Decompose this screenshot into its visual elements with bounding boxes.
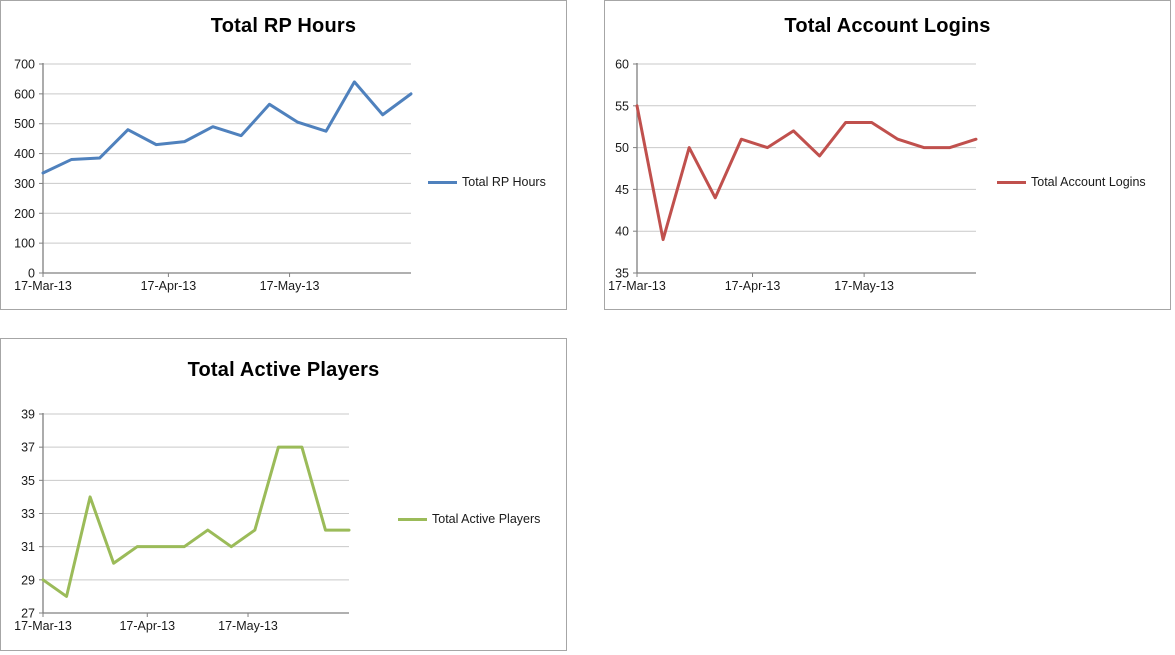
svg-text:50: 50 <box>615 141 629 155</box>
svg-text:39: 39 <box>21 408 35 422</box>
svg-text:55: 55 <box>615 99 629 113</box>
svg-text:700: 700 <box>14 58 35 72</box>
svg-text:500: 500 <box>14 117 35 131</box>
chart-title-total-account-logins: Total Account Logins <box>784 15 991 37</box>
legend-line-sample-icon <box>997 180 1026 184</box>
svg-text:27: 27 <box>21 607 35 621</box>
total-account-logins-line-chart-plot: 35 40 45 50 55 60 17-Mar-13 17-Apr-13 17-May-13 <box>608 58 978 293</box>
svg-text:17-Apr-13: 17-Apr-13 <box>119 619 175 633</box>
chart-title-total-rp-hours: Total RP Hours <box>210 15 357 37</box>
total-active-players-line-chart-plot: 27 29 31 33 35 37 39 17-Mar-13 17-Apr-13 17-May-1… <box>14 408 351 633</box>
svg-text:17-Mar-13: 17-Mar-13 <box>608 279 666 293</box>
total-active-players-chart-object[interactable]: Total Active Players 27 29 31 33 35 37 39 17-Ma… <box>0 338 567 651</box>
svg-text:600: 600 <box>14 87 35 101</box>
legend-line-sample-icon <box>428 180 457 184</box>
svg-text:400: 400 <box>14 147 35 161</box>
svg-text:300: 300 <box>14 177 35 191</box>
svg-text:35: 35 <box>615 267 629 281</box>
svg-text:33: 33 <box>21 507 35 521</box>
svg-text:0: 0 <box>28 267 35 281</box>
svg-text:40: 40 <box>615 225 629 239</box>
total-rp-hours-chart-object[interactable]: Total RP Hours 0 100 200 300 400 500 600 700 17-… <box>0 0 567 310</box>
svg-text:17-Apr-13: 17-Apr-13 <box>141 279 197 293</box>
svg-text:35: 35 <box>21 474 35 488</box>
legend-line-sample-icon <box>398 517 427 521</box>
legend-label: Total Active Players <box>432 512 541 526</box>
total-rp-hours-line-chart-plot: 0 100 200 300 400 500 600 700 17-Mar-13 17-Apr-13… <box>14 58 413 293</box>
chart-title-total-active-players: Total Active Players <box>187 359 380 381</box>
svg-text:17-Mar-13: 17-Mar-13 <box>14 279 72 293</box>
svg-text:45: 45 <box>615 183 629 197</box>
svg-text:17-Mar-13: 17-Mar-13 <box>14 619 72 633</box>
svg-text:17-May-13: 17-May-13 <box>218 619 278 633</box>
legend-total-rp-hours: Total RP Hours <box>428 175 546 189</box>
svg-text:29: 29 <box>21 573 35 587</box>
svg-text:200: 200 <box>14 207 35 221</box>
svg-text:31: 31 <box>21 540 35 554</box>
legend-label: Total Account Logins <box>1031 175 1146 189</box>
legend-total-active-players: Total Active Players <box>398 512 540 526</box>
svg-text:17-Apr-13: 17-Apr-13 <box>725 279 781 293</box>
svg-text:60: 60 <box>615 58 629 72</box>
total-account-logins-chart-object[interactable]: Total Account Logins 35 40 45 50 55 60 17-Mar-… <box>604 0 1171 310</box>
svg-text:100: 100 <box>14 237 35 251</box>
legend-label: Total RP Hours <box>462 175 546 189</box>
svg-text:17-May-13: 17-May-13 <box>260 279 320 293</box>
svg-text:17-May-13: 17-May-13 <box>834 279 894 293</box>
svg-text:37: 37 <box>21 441 35 455</box>
legend-total-account-logins: Total Account Logins <box>997 175 1146 189</box>
